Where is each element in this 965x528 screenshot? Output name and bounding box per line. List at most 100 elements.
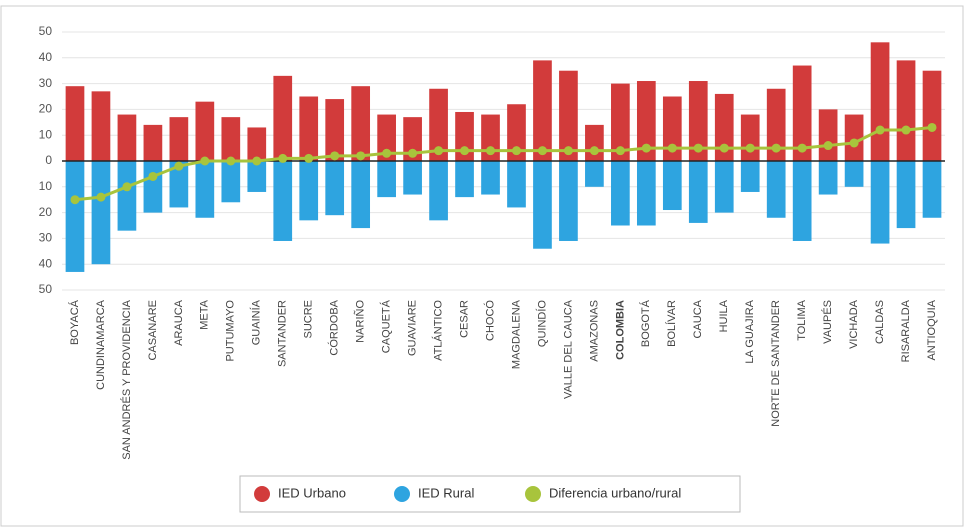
point [797,143,807,153]
bar [688,161,708,223]
y-tick-label: 30 [39,231,53,245]
bar [818,161,838,195]
bar [896,161,916,229]
line [74,125,933,202]
bar [740,161,760,192]
bar [195,161,215,218]
x-tick-label: GUAVIARE [407,300,419,356]
x-tick-label: BOGOTÁ [639,299,652,347]
bar [143,124,163,161]
bar [714,93,734,161]
x-tick-label: PUTUMAYO [225,300,237,362]
x-tick-label: VALLE DEL CAUCA [562,299,574,399]
x-tick-label: CAUCA [692,299,704,338]
bar [688,81,708,161]
y-tick-label: 0 [45,153,52,167]
y-tick-label: 20 [39,102,53,116]
bar [325,99,345,161]
bar [221,117,241,161]
legend-marker [254,486,270,502]
point [667,143,677,153]
x-tick-label: RISARALDA [900,299,912,362]
bar [91,91,111,161]
legend-marker [394,486,410,502]
bar [299,96,319,161]
bar [273,75,293,161]
point [719,143,729,153]
y-tick-label: 50 [39,24,53,38]
bar [792,161,812,241]
x-tick-label: COLOMBIA [614,300,626,360]
point [382,148,392,158]
bar [922,161,942,218]
x-tick-label: BOYACÁ [68,299,81,345]
y-tick-label: 40 [39,50,53,64]
bar [766,88,786,161]
bar [585,124,604,161]
bar [870,42,890,161]
point [278,153,288,163]
point [460,146,470,156]
point [408,148,418,158]
bar [325,161,345,216]
x-tick-label: CHOCÓ [483,300,496,341]
x-tick-label: CALDAS [874,300,886,344]
bar [247,127,267,161]
x-tick-label: LA GUAJIRA [744,299,756,363]
x-tick-label: HUILA [718,299,730,332]
point [771,143,781,153]
point [122,182,132,192]
x-tick-label: BOLÍVAR [665,300,678,347]
point [486,146,496,156]
point [356,151,366,161]
bar [117,161,137,231]
point [96,192,106,202]
x-tick-label: ARAUCA [173,299,185,346]
x-tick-label: AMAZONAS [588,300,600,362]
x-tick-label: CESAR [458,300,470,338]
bar [143,161,163,213]
x-tick-label: CÓRDOBA [328,299,341,355]
x-tick-label: VAUPÉS [821,300,834,344]
bar [922,70,942,161]
bar [247,161,267,192]
y-tick-label: 10 [39,127,53,141]
y-tick-label: 20 [39,205,53,219]
bar [195,101,215,161]
point [823,141,833,151]
bar [169,161,189,208]
bar [65,161,85,272]
y-tick-label: 30 [39,76,53,90]
x-tick-label: QUINDÍO [535,300,548,348]
bar [221,161,241,203]
bar [351,86,371,161]
bar [533,60,552,161]
bar [429,161,448,221]
legend-label: Diferencia urbano/rural [549,485,681,500]
point [304,153,314,163]
x-tick-label: NORTE DE SANTANDER [770,300,782,427]
bar [766,161,786,218]
x-tick-label: TOLIMA [796,299,808,340]
bar [636,161,656,226]
bar [714,161,734,213]
bar [792,65,812,161]
x-tick-label: GUAINÍA [250,299,263,345]
bar [896,60,916,161]
bar [351,161,371,229]
legend-label: IED Urbano [278,485,346,500]
bar [455,111,474,161]
point [252,156,262,166]
point [537,146,547,156]
point [901,125,911,135]
x-tick-label: META [199,299,211,329]
y-tick-label: 40 [39,256,53,270]
bar [559,161,578,241]
point [174,161,184,171]
bar [507,104,526,161]
x-tick-label: CAQUETÁ [380,299,393,353]
legend-marker [525,486,541,502]
legend-label: IED Rural [418,485,474,500]
point [641,143,651,153]
point [70,195,80,205]
